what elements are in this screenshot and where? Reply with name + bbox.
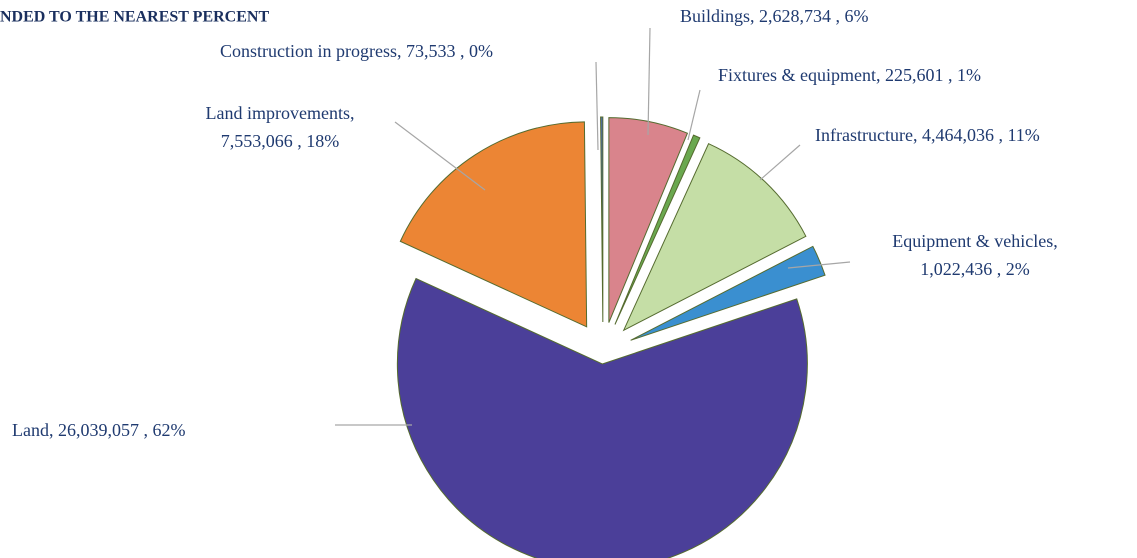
- pie-slice: [614, 134, 701, 325]
- pie-slice: [622, 143, 807, 332]
- slice-label: Land, 26,039,057 , 62%: [12, 420, 185, 440]
- slice-label: Infrastructure, 4,464,036 , 11%: [815, 125, 1040, 145]
- slice-label: Construction in progress, 73,533 , 0%: [220, 41, 493, 61]
- slice-label: Buildings, 2,628,734 , 6%: [680, 6, 869, 26]
- pie-slice: [630, 245, 826, 341]
- pie-slice: [396, 277, 808, 558]
- pie-slice: [600, 116, 604, 323]
- leader-line: [394, 121, 486, 191]
- slice-label: Fixtures & equipment, 225,601 , 1%: [718, 65, 981, 85]
- slice-label: Equipment & vehicles,: [892, 231, 1057, 251]
- pie-slice: [608, 117, 689, 323]
- leader-line: [647, 27, 651, 136]
- slice-label: 1,022,436 , 2%: [920, 259, 1030, 279]
- pie-slice: [399, 121, 588, 328]
- leader-line: [687, 89, 701, 141]
- slice-label: Land improvements,: [206, 103, 355, 123]
- chart-title: NDED TO THE NEAREST PERCENT: [0, 9, 269, 26]
- leader-line: [759, 144, 801, 181]
- leader-line: [595, 61, 599, 151]
- leader-line: [787, 261, 851, 269]
- slice-label: 7,553,066 , 18%: [221, 131, 340, 151]
